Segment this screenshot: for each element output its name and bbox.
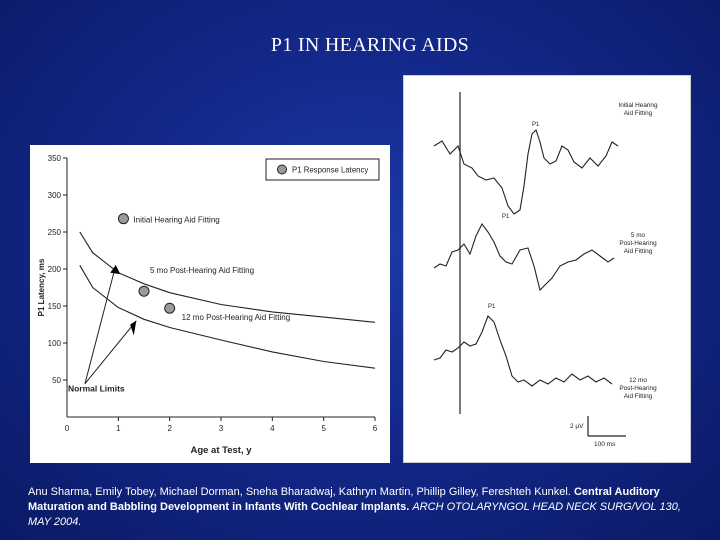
- series-label-line: Post-Hearing: [619, 240, 657, 247]
- legend-box: [265, 158, 380, 181]
- citation-separator: .: [406, 501, 413, 513]
- x-tick-label: 4: [270, 424, 275, 433]
- series-label-line: Post-Hearing: [619, 385, 657, 392]
- p1-peak-label: P1: [502, 214, 510, 220]
- data-point: [138, 285, 150, 297]
- y-tick-label: 300: [48, 191, 62, 200]
- x-tick-label: 0: [65, 424, 70, 433]
- legend-label: P1 Response Latency: [292, 166, 368, 175]
- citation-journal: ARCH OTOLARYNGOL HEAD NECK SURG/VOL 130,…: [28, 501, 681, 528]
- y-tick-label: 200: [48, 265, 62, 274]
- normal-limit-upper-line: [79, 231, 376, 323]
- series-label: 5 mo Post-Hearing Aid Fitting: [619, 232, 657, 255]
- legend-marker: [277, 164, 287, 175]
- p1-peak-label: P1: [532, 122, 540, 128]
- series-label: 12 mo Post-Hearing Aid Fitting: [619, 377, 657, 400]
- x-tick-label: 5: [321, 424, 326, 433]
- x-axis-label: Age at Test, y: [190, 445, 252, 456]
- series-label-line: Aid Fitting: [624, 393, 653, 400]
- waveform-trace: [433, 128, 619, 215]
- slide-title: P1 IN HEARING AIDS: [270, 34, 470, 56]
- x-tick-label: 6: [373, 424, 378, 433]
- citation-article-title: Central Auditory Maturation and Babbling…: [28, 486, 660, 513]
- y-axis-label: P1 Latency, ms: [37, 258, 46, 316]
- citation: Anu Sharma, Emily Tobey, Michael Dorman,…: [28, 485, 688, 530]
- waveform-trace: [433, 222, 615, 292]
- waveform-chart-panel: P1 P1 P1 Initial Hearing Aid Fitting 5 mo Post…: [403, 75, 691, 463]
- data-point-label: 12 mo Post-Hearing Aid Fitting: [182, 313, 291, 322]
- y-tick-label: 150: [48, 302, 62, 311]
- y-tick-label: 250: [48, 228, 62, 237]
- normal-limits-label: Normal Limits: [68, 384, 125, 394]
- normal-limits-arrowhead-lower: [130, 320, 137, 336]
- series-label-line: Aid Fitting: [624, 248, 653, 255]
- x-tick-label: 2: [167, 424, 172, 433]
- data-point: [164, 302, 176, 314]
- data-point-label: Initial Hearing Aid Fitting: [133, 216, 219, 225]
- scale-bar-amplitude-label: 2 µV: [570, 423, 584, 430]
- series-label-line: 5 mo: [631, 232, 646, 239]
- series-label-line: Initial Hearing: [618, 102, 658, 109]
- normal-limit-lower-line: [79, 265, 376, 369]
- series-label-line: 12 mo: [629, 377, 647, 384]
- data-point-label: 5 mo Post-Hearing Aid Fitting: [150, 266, 254, 275]
- p1-peak-label: P1: [488, 304, 496, 310]
- waveform-trace: [433, 315, 613, 387]
- y-tick-label: 100: [48, 339, 62, 348]
- latency-chart: 50 100 150 200 250 300 350 0 1 2 3 4 5 6 Age at Test, …: [37, 154, 380, 456]
- latency-chart-panel: 50 100 150 200 250 300 350 0 1 2 3 4 5 6 Age at Test, …: [30, 145, 390, 463]
- normal-limits-arrowhead-upper: [110, 265, 121, 275]
- y-tick-label: 50: [52, 376, 61, 385]
- scale-bar-time-label: 100 ms: [594, 441, 616, 448]
- series-label: Initial Hearing Aid Fitting: [618, 102, 658, 117]
- x-tick-label: 1: [116, 424, 121, 433]
- series-label-line: Aid Fitting: [624, 110, 653, 117]
- y-tick-label: 350: [48, 154, 62, 163]
- citation-authors: Anu Sharma, Emily Tobey, Michael Dorman,…: [28, 486, 574, 498]
- normal-limits-arrow-lower: [84, 320, 137, 385]
- data-point: [117, 213, 129, 225]
- x-tick-label: 3: [219, 424, 224, 433]
- normal-limits-arrow-upper: [84, 265, 117, 384]
